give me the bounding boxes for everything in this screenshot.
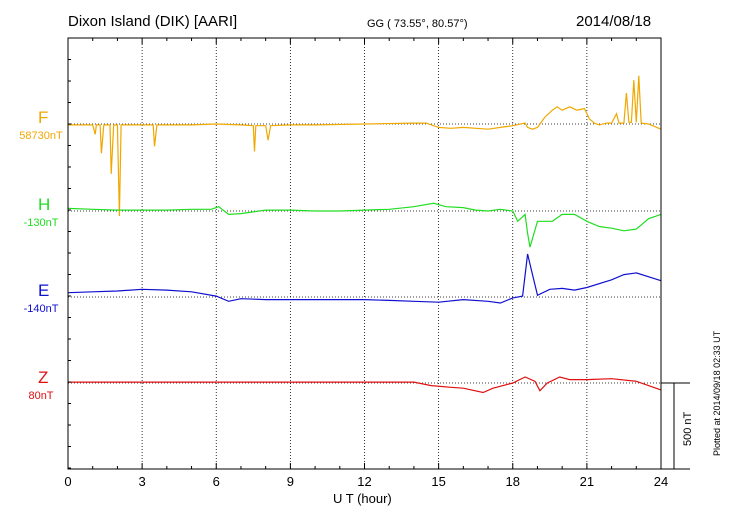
x-tick-label: 15	[431, 474, 446, 489]
tick-layer	[67, 37, 662, 469]
traces-layer	[67, 75, 662, 394]
series-name-f: F	[38, 108, 49, 127]
series-name-z: Z	[38, 368, 49, 387]
x-tick-label: 6	[212, 474, 220, 489]
x-tick-label: 21	[579, 474, 595, 489]
x-tick-label: 0	[64, 474, 72, 489]
scale-bar-label: 500 nT	[682, 411, 694, 446]
x-tick-label: 3	[138, 474, 146, 489]
x-axis-title: U T (hour)	[333, 491, 392, 506]
grid-layer	[68, 38, 661, 469]
series-baseline-z: 80nT	[28, 390, 54, 402]
series-baseline-h: -130nT	[23, 217, 59, 229]
x-tick-label: 9	[286, 474, 294, 489]
series-f-line	[68, 75, 662, 217]
x-tick-label: 18	[505, 474, 520, 489]
x-tick-label: 24	[653, 474, 669, 489]
series-z-line	[68, 376, 662, 394]
series-name-e: E	[38, 281, 50, 300]
series-h-line	[67, 202, 662, 248]
plotted-timestamp: Plotted at 2014/09/18 02:33 UT	[712, 330, 722, 456]
series-baseline-e: -140nT	[23, 303, 59, 315]
x-tick-label: 12	[357, 474, 372, 489]
series-baseline-f: 58730nT	[19, 130, 63, 142]
station-title: Dixon Island (DIK) [AARI]	[68, 13, 238, 30]
date-label: 2014/08/18	[576, 13, 652, 30]
series-name-h: H	[38, 195, 51, 214]
station-coordinates: GG ( 73.55°, 80.57°)	[367, 18, 468, 30]
series-e-line	[67, 253, 662, 304]
